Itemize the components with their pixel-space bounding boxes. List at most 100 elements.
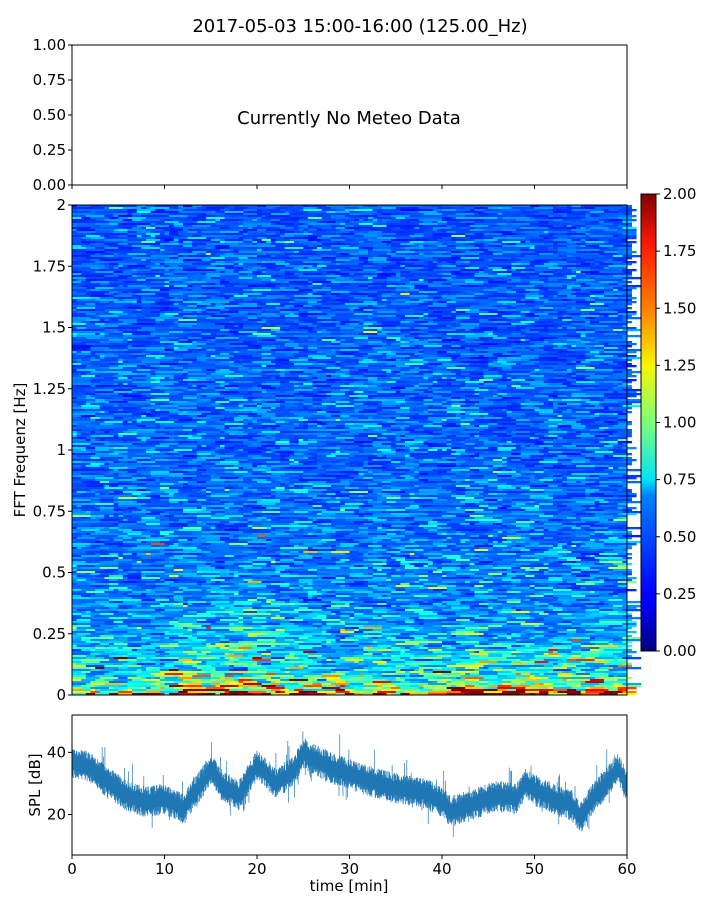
spectrogram-cell: [414, 227, 420, 230]
spectrogram-cell: [428, 341, 443, 344]
spectrogram-cell: [247, 395, 262, 398]
spectrogram-cell: [229, 259, 239, 262]
spectrogram-cell: [312, 281, 332, 284]
spectrogram-cell: [354, 381, 364, 384]
spectrogram-cell: [206, 355, 212, 358]
spectrogram-cell: [275, 279, 290, 282]
spectrogram-cell: [317, 393, 327, 396]
spectrogram-cell: [506, 291, 517, 294]
spectrogram-cell: [113, 369, 124, 372]
spectrogram-cell: [206, 217, 225, 220]
spectrogram-cell: [113, 391, 133, 394]
spectrogram-cell: [90, 349, 105, 352]
spectrogram-cell: [492, 365, 512, 368]
spectrogram-cell: [178, 209, 184, 212]
spectrogram-cell: [590, 307, 595, 310]
spectrogram-cell: [381, 357, 387, 360]
spectrogram-cell: [196, 261, 216, 264]
spectrogram-cell: [109, 345, 128, 348]
spectrogram-cell: [363, 321, 378, 324]
spectrogram-cell: [187, 215, 198, 218]
spectrogram-cell: [437, 355, 447, 358]
spectrogram-cell: [418, 355, 424, 358]
spectrogram-cell: [368, 309, 373, 312]
spectrogram-cell: [414, 399, 424, 402]
spectrogram-cell: [335, 297, 341, 300]
spectrogram-cell: [335, 353, 341, 356]
spectrogram-cell: [585, 321, 591, 324]
meteo-ytick-label: 0.50: [33, 106, 66, 124]
spectrogram-cell: [312, 341, 332, 344]
spectrogram-cell: [418, 351, 424, 354]
spectrogram-cell: [409, 339, 415, 342]
spectrogram-cell: [270, 393, 290, 396]
spectrogram-cell: [220, 335, 225, 338]
spectrogram-cell: [85, 397, 96, 400]
spectrogram-cell: [474, 353, 494, 356]
spectrogram-cell: [488, 281, 508, 284]
spectrogram-cell: [113, 213, 128, 216]
spectrogram-cell: [358, 285, 369, 288]
spectrogram-cell: [479, 319, 489, 322]
spectrogram-cell: [169, 375, 175, 378]
spectrogram-cell: [215, 237, 230, 240]
spectrogram-cell: [146, 363, 161, 366]
spectrogram-cell: [224, 285, 235, 288]
spectrogram-cell: [432, 321, 452, 324]
spectrogram-cell: [113, 253, 119, 256]
spectrogram-cell: [497, 297, 508, 300]
spectrogram-cell: [303, 361, 318, 364]
spectrogram-cell: [252, 271, 262, 274]
spectrogram-cell: [173, 367, 184, 370]
spectrogram-cell: [85, 323, 96, 326]
spectrogram-cell: [446, 353, 461, 356]
spectrogram-cell: [446, 249, 452, 252]
spectrogram-cell: [321, 239, 332, 242]
spectrogram-cell: [603, 251, 619, 254]
spectrogram-cell: [451, 227, 461, 230]
spectrogram-cell: [122, 287, 128, 290]
spectrogram-cell: [506, 407, 521, 410]
spectrogram-cell: [72, 339, 82, 342]
spectrogram-cell: [437, 241, 447, 244]
spectrogram-cell: [344, 301, 364, 304]
spectrogram-cell: [469, 275, 475, 278]
spectrogram-cell: [497, 221, 512, 224]
spectrogram-cell: [303, 307, 318, 310]
spectrogram-cell: [520, 281, 531, 284]
spectrogram-cell: [155, 403, 165, 406]
spectrogram-cell: [238, 241, 244, 244]
spectrogram-cell: [127, 213, 133, 216]
spectrogram-cell: [423, 231, 443, 234]
spectrogram-cell: [354, 245, 373, 248]
spectrogram-cell: [354, 219, 360, 222]
spectrogram-cell: [289, 279, 309, 282]
spectrogram-cell: [455, 247, 466, 250]
spectrogram-cell: [321, 215, 332, 218]
spectrogram-cell: [72, 233, 91, 236]
spectrogram-cell: [215, 223, 225, 226]
spectrogram-cell: [95, 241, 105, 244]
spectrogram-cell: [539, 323, 558, 326]
spectrogram-cell: [409, 287, 415, 290]
spectrogram-cell: [155, 235, 170, 238]
spectrogram-cell: [224, 327, 244, 330]
spectrogram-cell: [349, 257, 360, 260]
spectrogram-cell: [220, 309, 230, 312]
spectrogram-cell: [557, 291, 577, 294]
spectrogram-cell: [354, 235, 364, 238]
spectrogram-cell: [270, 277, 286, 280]
spectrogram-cell: [566, 259, 577, 262]
spectrogram-cell: [220, 251, 235, 254]
spectrogram-cell: [428, 309, 438, 312]
spectrogram-cell: [617, 283, 628, 286]
spectrogram-cell: [146, 227, 156, 230]
spectrogram-cell: [395, 361, 415, 364]
spectrogram-cell: [617, 401, 623, 404]
spectrogram-cell: [548, 247, 554, 250]
spectrogram-cell: [354, 309, 364, 312]
spectrogram-cell: [192, 207, 198, 210]
spectrogram-cell: [585, 217, 595, 220]
spectrogram-cell: [608, 247, 619, 250]
spectrogram-cell: [307, 211, 327, 214]
